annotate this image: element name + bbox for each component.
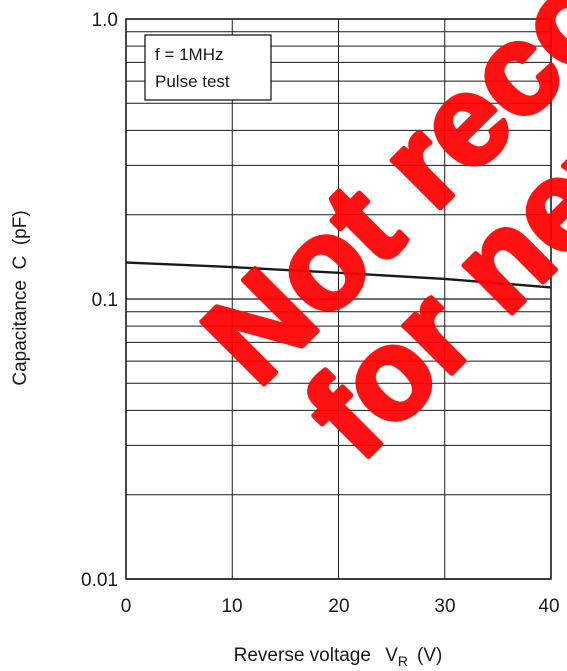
series-layer	[126, 261, 551, 289]
y-axis-title: Capacitance C (pF)	[10, 210, 31, 385]
y-tick-label-0.1: 0.1	[92, 290, 118, 311]
x-tick-label-0: 0	[121, 596, 132, 617]
condition-frequency: f = 1MHz	[155, 45, 224, 64]
capacitance-curve	[126, 261, 551, 289]
x-tick-label-40: 40	[538, 596, 559, 617]
grid	[126, 19, 551, 580]
x-tick-label-20: 20	[328, 596, 349, 617]
x-axis-title-unit: (V)	[417, 645, 442, 666]
y-tick-label-1.0: 1.0	[92, 10, 118, 31]
y-tick-label-0.01: 0.01	[81, 570, 118, 591]
plot-frame	[125, 18, 552, 580]
x-axis-title-subscript: R	[398, 653, 408, 669]
x-tick-label-10: 10	[221, 596, 242, 617]
condition-pulse-test: Pulse test	[155, 72, 230, 91]
x-tick-label-30: 30	[434, 596, 455, 617]
x-axis-title-symbol: V	[385, 645, 398, 666]
x-axis-title-text: Reverse voltage	[234, 645, 371, 666]
condition-box	[144, 34, 272, 101]
x-axis-title: Reverse voltage VR (V)	[234, 645, 443, 669]
